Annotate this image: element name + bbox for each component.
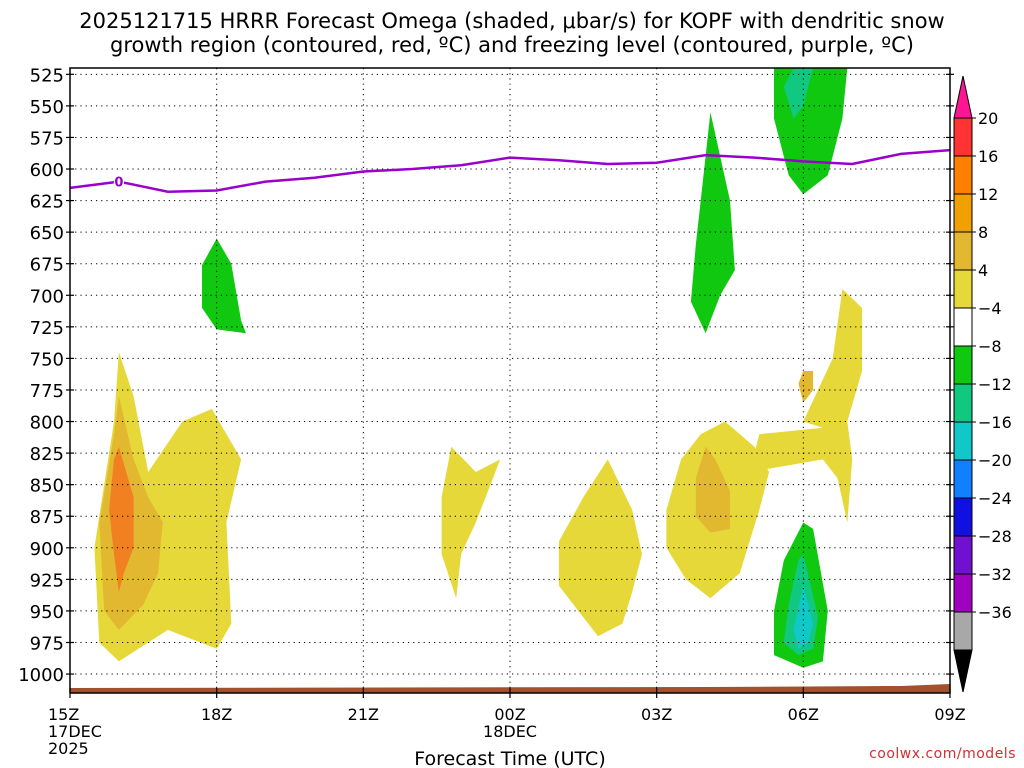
y-tick-label-725: 725 [30,318,64,339]
y-tick-label-925: 925 [30,570,64,591]
colorbar-box-12 [953,535,973,575]
freezing-level-label: 0 [114,176,123,191]
freezing-level-label-bg [113,174,124,189]
colorbar-box-7 [953,345,973,385]
colorbar-label-12: −32 [978,565,1012,584]
y-tick-label-1000: 1000 [18,665,64,686]
colorbar-box-11 [953,497,973,537]
y-tick-label-550: 550 [30,97,64,118]
y-tick-label-775: 775 [30,381,64,402]
colorbar-box-6 [953,307,973,347]
colorbar-arrow-bottom [953,649,973,693]
omega-region-3 [441,446,501,599]
colorbar-label-8: −16 [978,413,1012,432]
omega-region-2 [109,446,134,592]
colorbar-box-14 [953,611,973,651]
y-tick-label-625: 625 [30,192,64,213]
colorbar-label-3: 8 [978,223,988,242]
y-tick-label-825: 825 [30,444,64,465]
colorbar-label-2: 12 [978,185,998,204]
y-tick-label-900: 900 [30,539,64,560]
x-tick-sublabel-17DEC: 17DEC [48,722,102,741]
x-tick-label-06Z: 06Z [788,705,819,724]
colorbar-box-5 [953,269,973,309]
colorbar-box-10 [953,459,973,499]
credit-text: coolwx.com/models [869,746,1016,762]
y-tick-label-600: 600 [30,160,64,181]
omega-region-12 [783,68,814,119]
x-tick-sublabel-2025: 2025 [48,739,89,758]
y-tick-label-950: 950 [30,602,64,623]
x-axis-label: Forecast Time (UTC) [414,748,605,768]
omega-region-15 [793,585,814,649]
colorbar-box-2 [953,155,973,195]
omega-region-9 [202,238,246,334]
y-tick-label-800: 800 [30,413,64,434]
y-tick-label-700: 700 [30,286,64,307]
y-tick-label-750: 750 [30,349,64,370]
omega-region-7 [749,289,862,523]
y-tick-label-675: 675 [30,255,64,276]
x-tick-label-09Z: 09Z [934,705,965,724]
colorbar-label-5: −4 [978,299,1002,318]
colorbar-label-0: 20 [978,109,998,128]
x-tick-label-18Z: 18Z [201,705,232,724]
freezing-level-line [69,148,951,193]
colorbar-label-13: −36 [978,603,1012,622]
colorbar-label-9: −20 [978,451,1012,470]
colorbar-box-3 [953,193,973,233]
omega-region-6 [695,446,730,533]
y-tick-label-850: 850 [30,476,64,497]
y-tick-label-525: 525 [30,65,64,86]
colorbar-box-8 [953,383,973,423]
x-tick-label-00Z: 00Z [494,705,525,724]
x-tick-label-21Z: 21Z [348,705,379,724]
x-tick-label-15Z: 15Z [48,705,79,724]
colorbar-box-13 [953,573,973,613]
colorbar-label-7: −12 [978,375,1012,394]
colorbar-box-4 [953,231,973,271]
y-tick-label-650: 650 [30,223,64,244]
colorbar-arrow-top [953,75,973,119]
omega-region-8 [798,371,814,403]
x-tick-label-03Z: 03Z [641,705,672,724]
chart-title-line2: growth region (contoured, red, ºC) and f… [110,33,914,57]
colorbar-box-1 [953,117,973,157]
colorbar-label-1: 16 [978,147,998,166]
omega-region-10 [690,112,735,334]
y-tick-label-975: 975 [30,633,64,654]
colorbar-label-10: −24 [978,489,1012,508]
x-tick-sublabel-18DEC: 18DEC [483,722,537,741]
colorbar-box-9 [953,421,973,461]
y-tick-label-875: 875 [30,507,64,528]
colorbar-label-11: −28 [978,527,1012,546]
chart-title-line1: 2025121715 HRRR Forecast Omega (shaded, … [79,9,945,33]
colorbar-label-4: 4 [978,261,988,280]
colorbar-label-6: −8 [978,337,1002,356]
y-tick-label-575: 575 [30,128,64,149]
